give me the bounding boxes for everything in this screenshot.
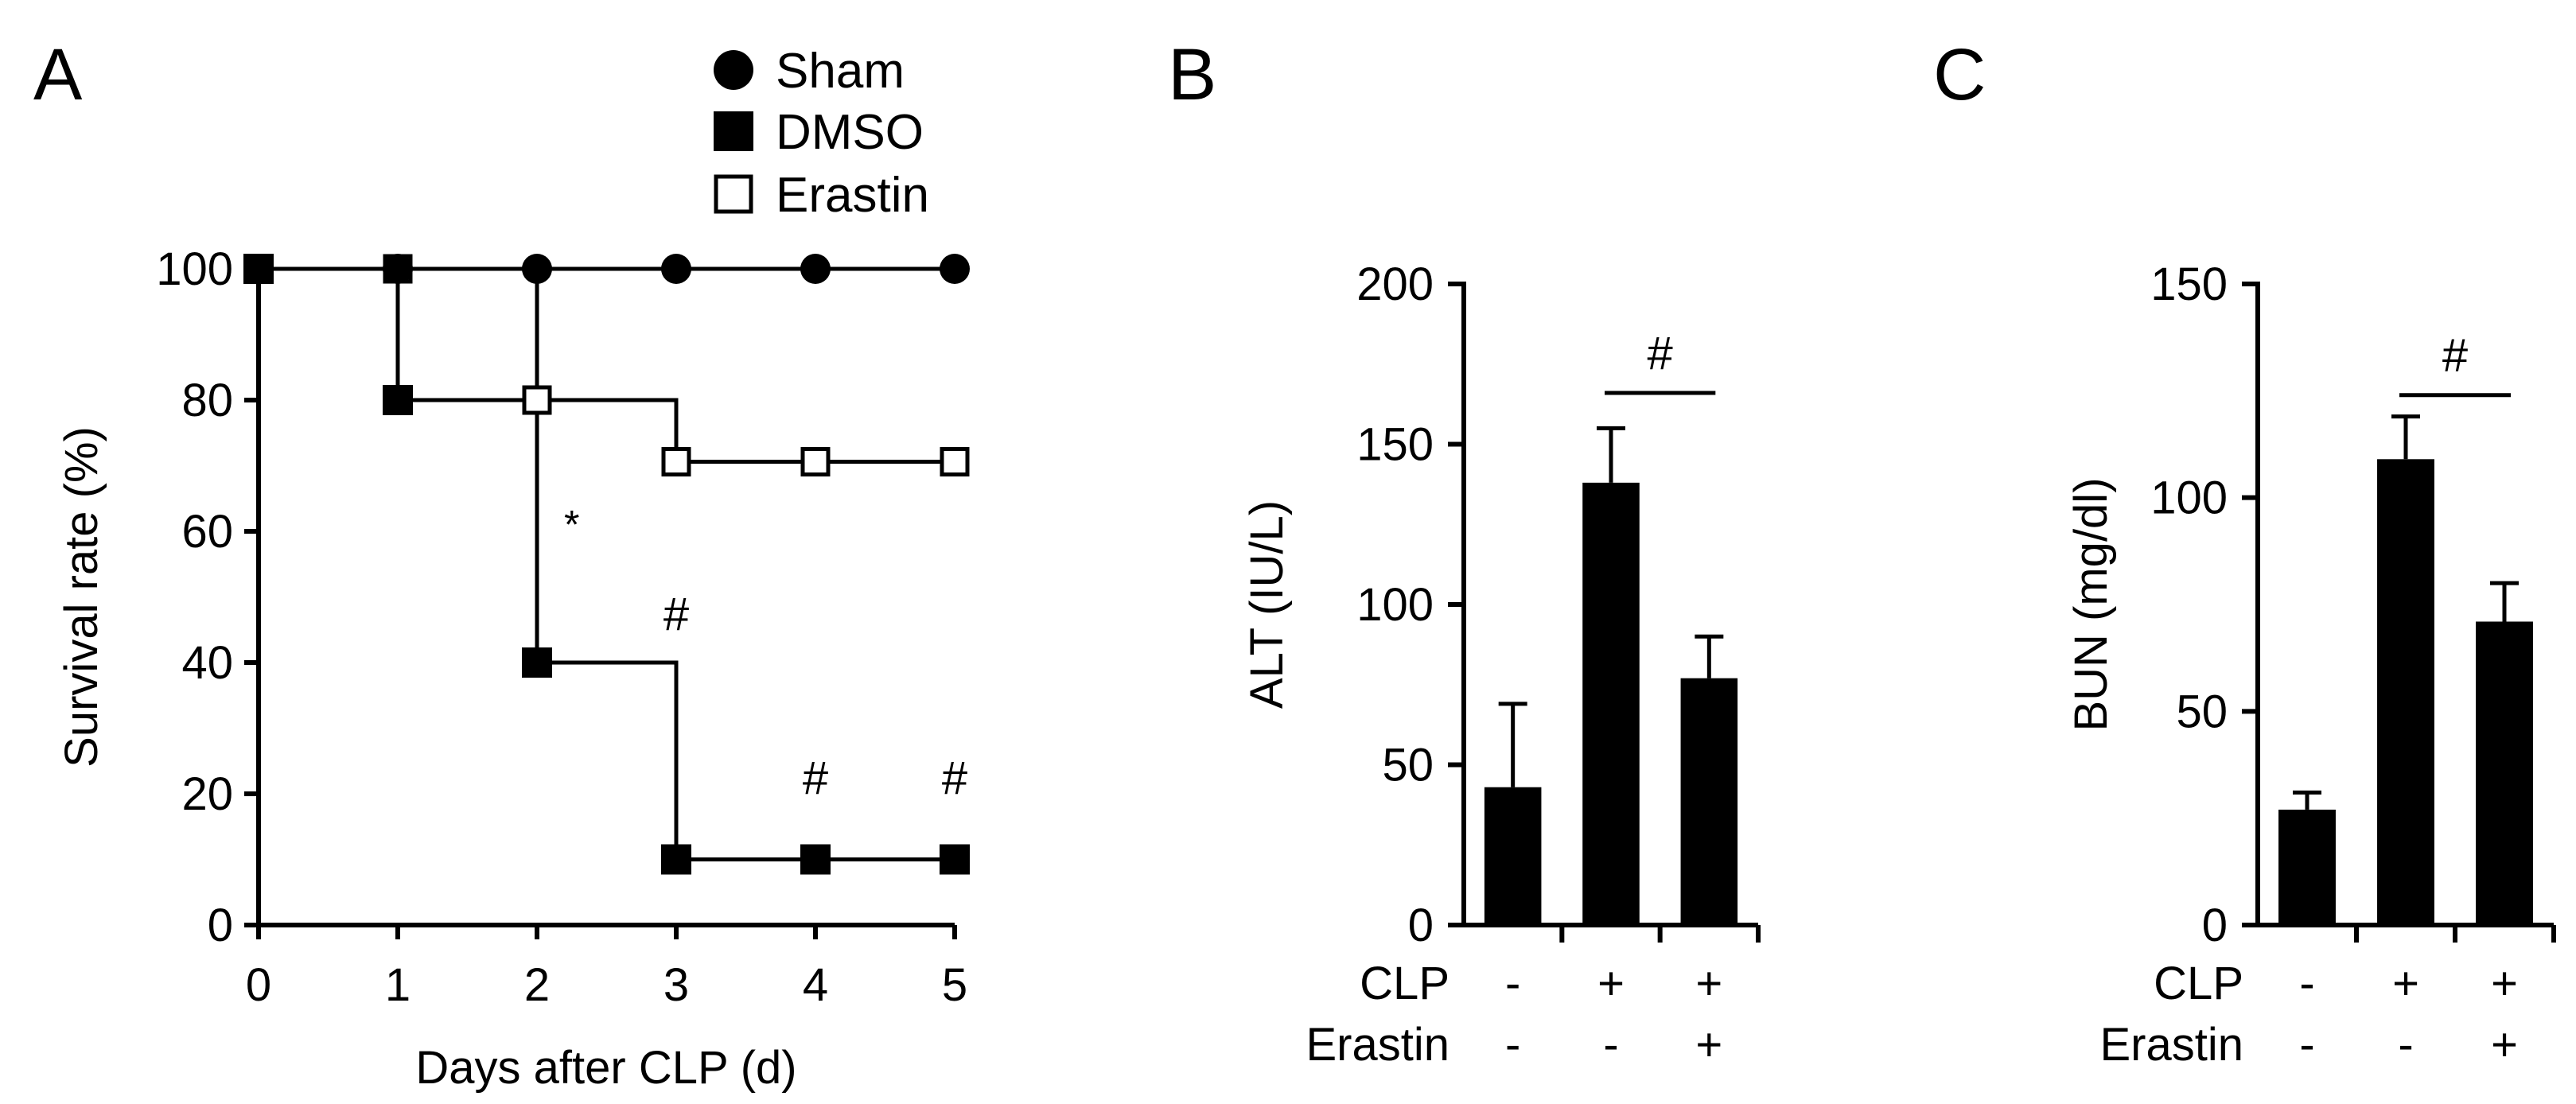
bar xyxy=(2377,459,2434,925)
y-axis-title: ALT (IU/L) xyxy=(1241,500,1293,709)
row-label-clp: CLP xyxy=(1360,958,1449,1009)
dmso-point xyxy=(940,844,970,875)
erastin-sign: + xyxy=(1695,1019,1722,1071)
dmso-point xyxy=(522,647,552,678)
clp-sign: + xyxy=(1597,958,1625,1009)
legend-marker-erastin xyxy=(714,174,753,214)
y-tick-label: 50 xyxy=(2176,686,2228,737)
clp-sign: + xyxy=(2392,958,2419,1009)
bar xyxy=(1484,787,1542,925)
y-tick-label: 200 xyxy=(1356,259,1434,310)
significance-mark: # xyxy=(663,589,689,640)
significance-mark: # xyxy=(2442,330,2468,382)
legend-label-erastin: Erastin xyxy=(776,168,929,223)
erastin-sign: - xyxy=(1505,1019,1520,1071)
significance-mark: # xyxy=(942,752,967,804)
y-tick-label: 40 xyxy=(181,637,233,689)
erastin-point xyxy=(522,385,552,415)
y-tick-label: 100 xyxy=(156,243,233,295)
panel-b-letter: B xyxy=(1168,34,1216,115)
sham-point xyxy=(940,254,970,284)
x-tick-label: 5 xyxy=(942,959,967,1011)
clp-sign: - xyxy=(1505,958,1520,1009)
row-label-erastin: Erastin xyxy=(1306,1019,1449,1071)
y-tick-label: 20 xyxy=(181,768,233,820)
y-axis-title: Survival rate (%) xyxy=(56,426,107,768)
y-tick-label: 80 xyxy=(181,375,233,426)
bar xyxy=(1680,678,1738,925)
y-tick-label: 50 xyxy=(1382,740,1434,791)
x-tick-label: 2 xyxy=(524,959,550,1011)
bar xyxy=(2278,809,2336,925)
y-tick-label: 0 xyxy=(2202,900,2228,951)
legend-label-sham: Sham xyxy=(776,44,905,99)
y-tick-label: 60 xyxy=(181,506,233,558)
y-tick-label: 100 xyxy=(1356,579,1434,631)
y-tick-label: 150 xyxy=(1356,419,1434,471)
series-line-erastin xyxy=(259,266,955,465)
legend-marker-sham xyxy=(714,50,753,90)
survival-chart: 0 20 40 60 80 100 0 1 2 3 4 5 Days after CLP (d) Surv… xyxy=(56,44,970,1094)
y-tick-label: 0 xyxy=(208,900,233,951)
sham-point xyxy=(383,254,413,284)
erastin-sign: + xyxy=(2491,1019,2518,1071)
y-tick-label: 0 xyxy=(1408,900,1434,951)
clp-sign: - xyxy=(2299,958,2314,1009)
dmso-point xyxy=(383,385,413,415)
y-tick-label: 150 xyxy=(2150,259,2228,310)
erastin-sign: - xyxy=(1603,1019,1618,1071)
y-tick-label: 100 xyxy=(2150,472,2228,524)
bun-bar-chart: 0 50 100 150 BUN (mg/dl) - - + - + + CLP Erastin # xyxy=(2065,259,2556,1071)
sham-point xyxy=(243,254,274,284)
series-line-dmso xyxy=(259,266,955,861)
panel-c-letter: C xyxy=(1933,34,1986,115)
significance-mark: # xyxy=(803,752,828,804)
sham-point xyxy=(661,254,691,284)
panel-a-letter: A xyxy=(33,34,83,115)
bar xyxy=(2476,621,2533,925)
x-tick-label: 0 xyxy=(246,959,271,1011)
bar xyxy=(1582,482,1640,925)
dmso-point xyxy=(800,844,831,875)
legend-label-dmso: DMSO xyxy=(776,105,924,160)
row-label-erastin: Erastin xyxy=(2099,1019,2243,1071)
significance-mark: # xyxy=(1648,328,1673,379)
x-tick-label: 4 xyxy=(803,959,828,1011)
sham-point xyxy=(522,254,552,284)
x-tick-label: 3 xyxy=(663,959,689,1011)
erastin-point xyxy=(800,447,831,477)
dmso-point xyxy=(661,844,691,875)
x-axis-title: Days after CLP (d) xyxy=(415,1042,796,1094)
y-axis-title: BUN (mg/dl) xyxy=(2065,477,2117,731)
erastin-point xyxy=(940,447,970,477)
row-label-clp: CLP xyxy=(2154,958,2243,1009)
significance-mark: * xyxy=(564,502,579,546)
erastin-sign: - xyxy=(2299,1019,2314,1071)
legend-marker-dmso xyxy=(714,111,753,151)
x-tick-label: 1 xyxy=(385,959,411,1011)
sham-point xyxy=(800,254,831,284)
clp-sign: + xyxy=(2491,958,2518,1009)
clp-sign: + xyxy=(1695,958,1722,1009)
alt-bar-chart: 0 50 100 150 200 ALT (IU/L) - - + - + + CLP Erastin # xyxy=(1241,259,1761,1071)
erastin-sign: - xyxy=(2398,1019,2413,1071)
erastin-point xyxy=(661,447,691,477)
